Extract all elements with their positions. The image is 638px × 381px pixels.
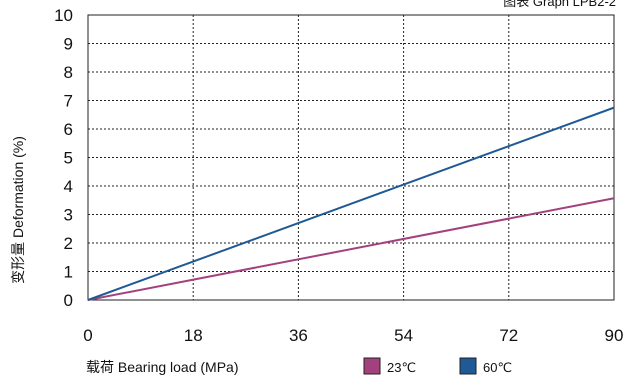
x-tick-label: 72 [499, 326, 518, 345]
x-axis-tick-labels: 0 18 36 54 72 90 [83, 326, 623, 345]
legend-label: 23℃ [387, 360, 416, 375]
y-tick-label: 4 [64, 177, 73, 196]
y-tick-label: 9 [64, 35, 73, 54]
legend-label: 60℃ [483, 360, 512, 375]
y-tick-label: 6 [64, 120, 73, 139]
series-line [87, 106, 615, 301]
series-line [87, 197, 615, 301]
y-tick-label: 7 [64, 92, 73, 111]
y-axis-tick-labels: 0 1 2 3 4 5 6 7 8 9 10 [54, 6, 73, 310]
y-tick-label: 2 [64, 234, 73, 253]
y-axis-label: 变形量 Deformation (%) [10, 136, 26, 284]
legend-swatch [459, 357, 477, 375]
y-tick-label: 8 [64, 63, 73, 82]
series-lines [87, 106, 615, 301]
y-tick-label: 3 [64, 206, 73, 225]
x-tick-label: 18 [184, 326, 203, 345]
plot-frame [87, 14, 615, 301]
x-tick-label: 36 [289, 326, 308, 345]
x-axis-label: 载荷 Bearing load (MPa) [86, 359, 239, 375]
chart-title: 图表 Graph LPB2-2 [503, 0, 616, 9]
x-tick-label: 54 [394, 326, 413, 345]
y-tick-label: 10 [54, 6, 73, 25]
x-tick-label: 90 [605, 326, 624, 345]
y-tick-label: 1 [64, 263, 73, 282]
x-tick-label: 0 [83, 326, 92, 345]
y-tick-label: 5 [64, 149, 73, 168]
legend-swatch [363, 357, 381, 375]
legend: 23℃ 60℃ [363, 357, 512, 375]
gridlines [88, 15, 614, 300]
y-tick-label: 0 [64, 291, 73, 310]
